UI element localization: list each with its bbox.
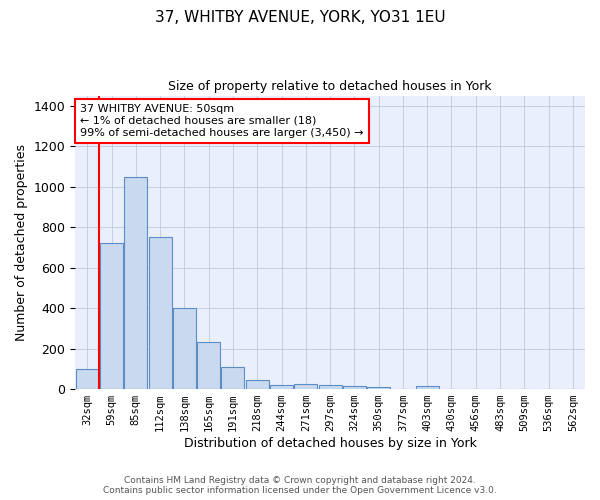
Bar <box>221 367 244 389</box>
Bar <box>343 386 366 389</box>
Bar <box>76 369 99 389</box>
Bar <box>294 384 317 389</box>
Y-axis label: Number of detached properties: Number of detached properties <box>15 144 28 341</box>
Bar <box>319 385 341 389</box>
Text: 37, WHITBY AVENUE, YORK, YO31 1EU: 37, WHITBY AVENUE, YORK, YO31 1EU <box>155 10 445 25</box>
X-axis label: Distribution of detached houses by size in York: Distribution of detached houses by size … <box>184 437 476 450</box>
Bar <box>173 308 196 389</box>
Bar <box>149 238 172 389</box>
Bar <box>270 385 293 389</box>
Text: Contains HM Land Registry data © Crown copyright and database right 2024.
Contai: Contains HM Land Registry data © Crown c… <box>103 476 497 495</box>
Bar <box>367 387 390 389</box>
Bar <box>416 386 439 389</box>
Text: 37 WHITBY AVENUE: 50sqm
← 1% of detached houses are smaller (18)
99% of semi-det: 37 WHITBY AVENUE: 50sqm ← 1% of detached… <box>80 104 364 138</box>
Bar <box>124 176 148 389</box>
Title: Size of property relative to detached houses in York: Size of property relative to detached ho… <box>168 80 492 93</box>
Bar <box>197 342 220 389</box>
Bar <box>246 380 269 389</box>
Bar <box>100 244 123 389</box>
